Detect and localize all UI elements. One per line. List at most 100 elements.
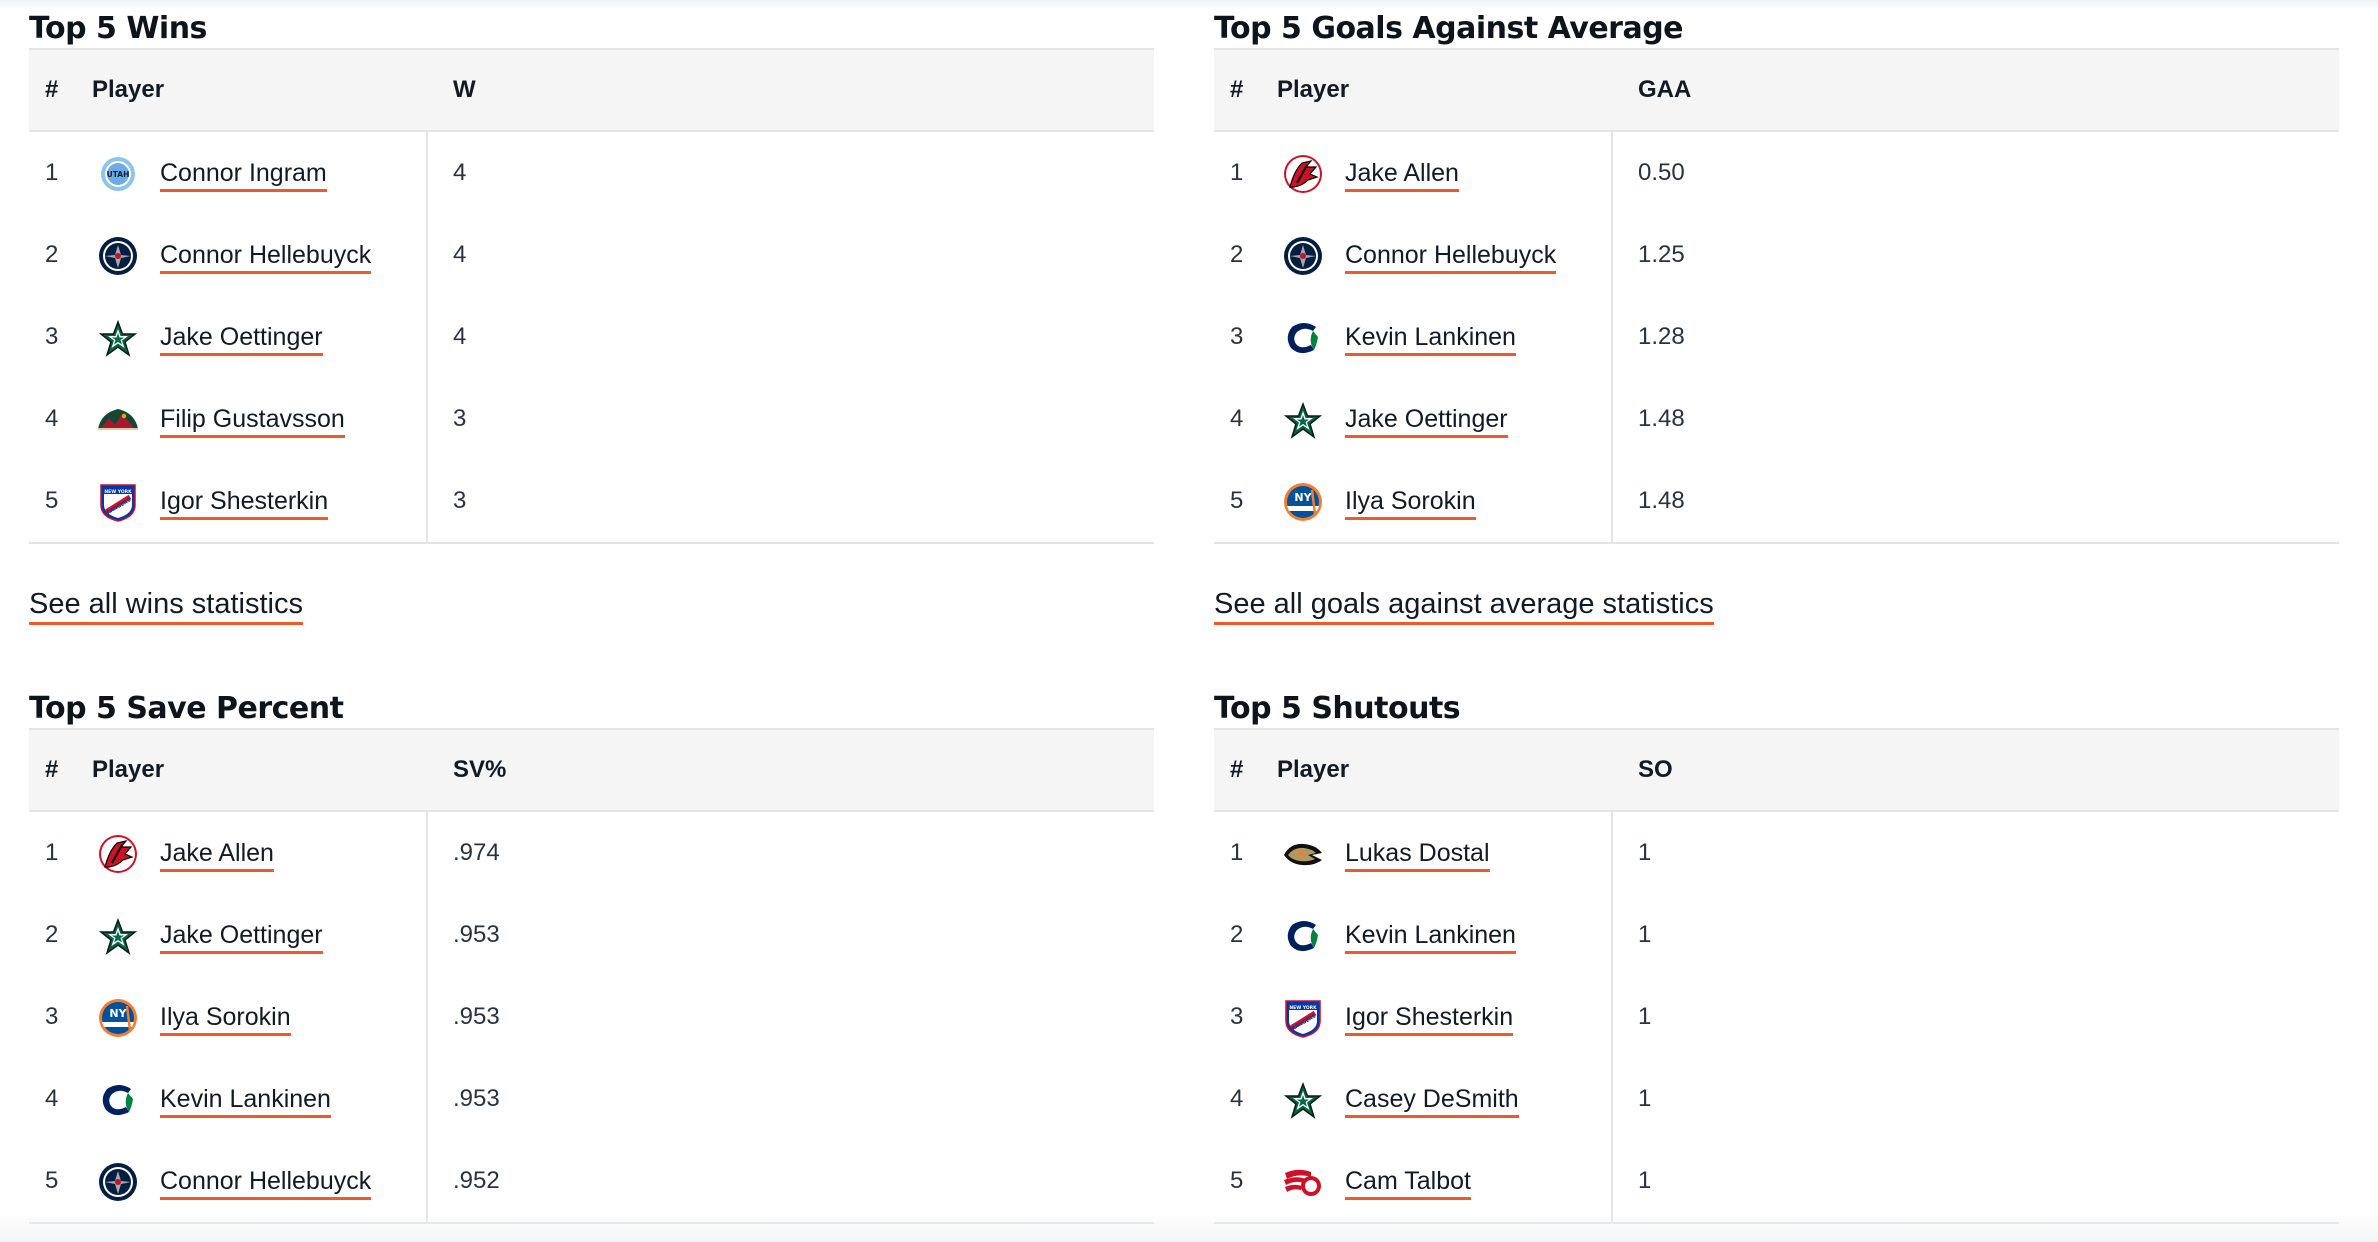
column-header-rank: #	[45, 756, 59, 783]
stat-value: 1	[1638, 1167, 1652, 1194]
table-row: 3 NY Ilya Sorokin .953	[29, 976, 1154, 1058]
player-name: Igor Shesterkin	[1345, 1003, 1514, 1036]
table-row: 1 Lukas Dostal 1	[1214, 812, 2339, 894]
player-name: Casey DeSmith	[1345, 1085, 1519, 1118]
see-all-link[interactable]: See all wins statistics	[29, 588, 303, 625]
player-name: Igor Shesterkin	[160, 487, 329, 520]
section-title: Top 5 Goals Against Average	[1214, 11, 1684, 46]
stat-value: 1.48	[1638, 487, 1685, 514]
svg-text:NY: NY	[109, 1007, 127, 1020]
stat-value: 3	[453, 405, 467, 432]
stat-value: .953	[453, 1085, 500, 1112]
table-row: 4 Kevin Lankinen .953	[29, 1058, 1154, 1140]
table-row: 2 Kevin Lankinen 1	[1214, 894, 2339, 976]
panel-top-wins: Top 5 Wins # Player W 1 UTAH Connor Ingram…	[29, 12, 1154, 625]
player-link[interactable]: Filip Gustavsson	[160, 378, 345, 460]
new-york-rangers-logo: NEW YORK RANGERS	[95, 481, 141, 523]
rank-cell: 5	[45, 1167, 59, 1194]
player-name: Connor Hellebuyck	[160, 1167, 372, 1200]
player-name: Lukas Dostal	[1345, 839, 1490, 872]
svg-text:NEW YORK: NEW YORK	[1289, 1005, 1317, 1011]
vancouver-canucks-logo	[95, 1079, 141, 1121]
dallas-stars-logo	[95, 317, 141, 359]
player-link[interactable]: Kevin Lankinen	[160, 1058, 331, 1140]
player-link[interactable]: Connor Hellebuyck	[160, 214, 372, 296]
player-link[interactable]: Jake Oettinger	[160, 894, 323, 976]
column-divider	[426, 730, 428, 1222]
rank-cell: 2	[1230, 241, 1244, 268]
player-link[interactable]: Casey DeSmith	[1345, 1058, 1519, 1140]
table-row: 1 UTAH Connor Ingram 4	[29, 132, 1154, 214]
stat-value: .953	[453, 1003, 500, 1030]
vancouver-canucks-logo	[1280, 317, 1326, 359]
column-header-rank: #	[45, 76, 59, 103]
player-link[interactable]: Kevin Lankinen	[1345, 894, 1516, 976]
minnesota-wild-logo	[95, 399, 141, 441]
player-name: Kevin Lankinen	[1345, 921, 1516, 954]
player-link[interactable]: Jake Oettinger	[1345, 378, 1508, 460]
rank-cell: 3	[45, 323, 59, 350]
dallas-stars-logo	[1280, 1079, 1326, 1121]
leaders-table: # Player W 1 UTAH Connor Ingram 4 2 Connor He…	[29, 48, 1154, 544]
player-link[interactable]: Connor Hellebuyck	[160, 1140, 372, 1222]
column-divider	[426, 50, 428, 542]
stat-value: .953	[453, 921, 500, 948]
leaders-table: # Player SV% 1 Jake Allen .974 2 Jake Oettin…	[29, 728, 1154, 1224]
leaders-table: # Player GAA 1 Jake Allen 0.50 2 Connor Hell…	[1214, 48, 2339, 544]
player-link[interactable]: Jake Oettinger	[160, 296, 323, 378]
rank-cell: 5	[1230, 1167, 1244, 1194]
detroit-red-wings-logo	[1280, 1161, 1326, 1203]
player-link[interactable]: Igor Shesterkin	[160, 460, 329, 542]
column-header-stat: SO	[1638, 756, 1673, 783]
column-header-player: Player	[1277, 76, 1350, 103]
rank-cell: 4	[45, 405, 59, 432]
section-title: Top 5 Shutouts	[1214, 691, 1461, 726]
player-link[interactable]: Cam Talbot	[1345, 1140, 1471, 1222]
rank-cell: 3	[1230, 1003, 1244, 1030]
column-header-rank: #	[1230, 756, 1244, 783]
player-link[interactable]: Ilya Sorokin	[1345, 460, 1476, 542]
table-header: # Player SO	[1214, 730, 2339, 812]
player-link[interactable]: Jake Allen	[160, 812, 274, 894]
dallas-stars-logo	[95, 915, 141, 957]
player-name: Ilya Sorokin	[1345, 487, 1476, 520]
stat-value: 4	[453, 323, 467, 350]
rank-cell: 4	[1230, 1085, 1244, 1112]
table-row: 5 NEW YORK RANGERS Igor Shesterkin 3	[29, 460, 1154, 542]
rank-cell: 2	[1230, 921, 1244, 948]
rank-cell: 4	[1230, 405, 1244, 432]
dallas-stars-logo	[1280, 399, 1326, 441]
stat-value: 1	[1638, 1003, 1652, 1030]
player-link[interactable]: Ilya Sorokin	[160, 976, 291, 1058]
panel-top-shutouts: Top 5 Shutouts # Player SO 1 Lukas Dostal…	[1214, 691, 2339, 1224]
rank-cell: 2	[45, 241, 59, 268]
player-link[interactable]: Igor Shesterkin	[1345, 976, 1514, 1058]
page-top-shadow	[0, 0, 2378, 10]
player-link[interactable]: Connor Ingram	[160, 132, 327, 214]
rank-cell: 5	[1230, 487, 1244, 514]
table-row: 5 Connor Hellebuyck .952	[29, 1140, 1154, 1222]
player-name: Ilya Sorokin	[160, 1003, 291, 1036]
player-name: Kevin Lankinen	[1345, 323, 1516, 356]
panel-top-save-percent: Top 5 Save Percent # Player SV% 1 Jake Al…	[29, 692, 1154, 1224]
table-row: 4 Filip Gustavsson 3	[29, 378, 1154, 460]
table-body: 1 UTAH Connor Ingram 4 2 Connor Hellebuyck 4 3 J…	[29, 132, 1154, 542]
rank-cell: 1	[45, 159, 59, 186]
stat-value: 1	[1638, 1085, 1652, 1112]
new-york-rangers-logo: NEW YORK RANGERS	[1280, 997, 1326, 1039]
panel-top-goals-against-average: Top 5 Goals Against Average # Player GAA…	[1214, 11, 2339, 625]
column-divider	[1611, 50, 1613, 542]
player-name: Cam Talbot	[1345, 1167, 1471, 1200]
rank-cell: 1	[1230, 839, 1244, 866]
rank-cell: 5	[45, 487, 59, 514]
player-link[interactable]: Connor Hellebuyck	[1345, 214, 1557, 296]
stat-value: 1.48	[1638, 405, 1685, 432]
player-link[interactable]: Kevin Lankinen	[1345, 296, 1516, 378]
new-york-islanders-logo: NY	[95, 997, 141, 1039]
see-all-link[interactable]: See all goals against average statistics	[1214, 588, 1714, 625]
player-link[interactable]: Jake Allen	[1345, 132, 1459, 214]
table-row: 2 Jake Oettinger .953	[29, 894, 1154, 976]
player-link[interactable]: Lukas Dostal	[1345, 812, 1490, 894]
column-header-stat: GAA	[1638, 76, 1692, 103]
new-jersey-devils-logo	[95, 833, 141, 875]
